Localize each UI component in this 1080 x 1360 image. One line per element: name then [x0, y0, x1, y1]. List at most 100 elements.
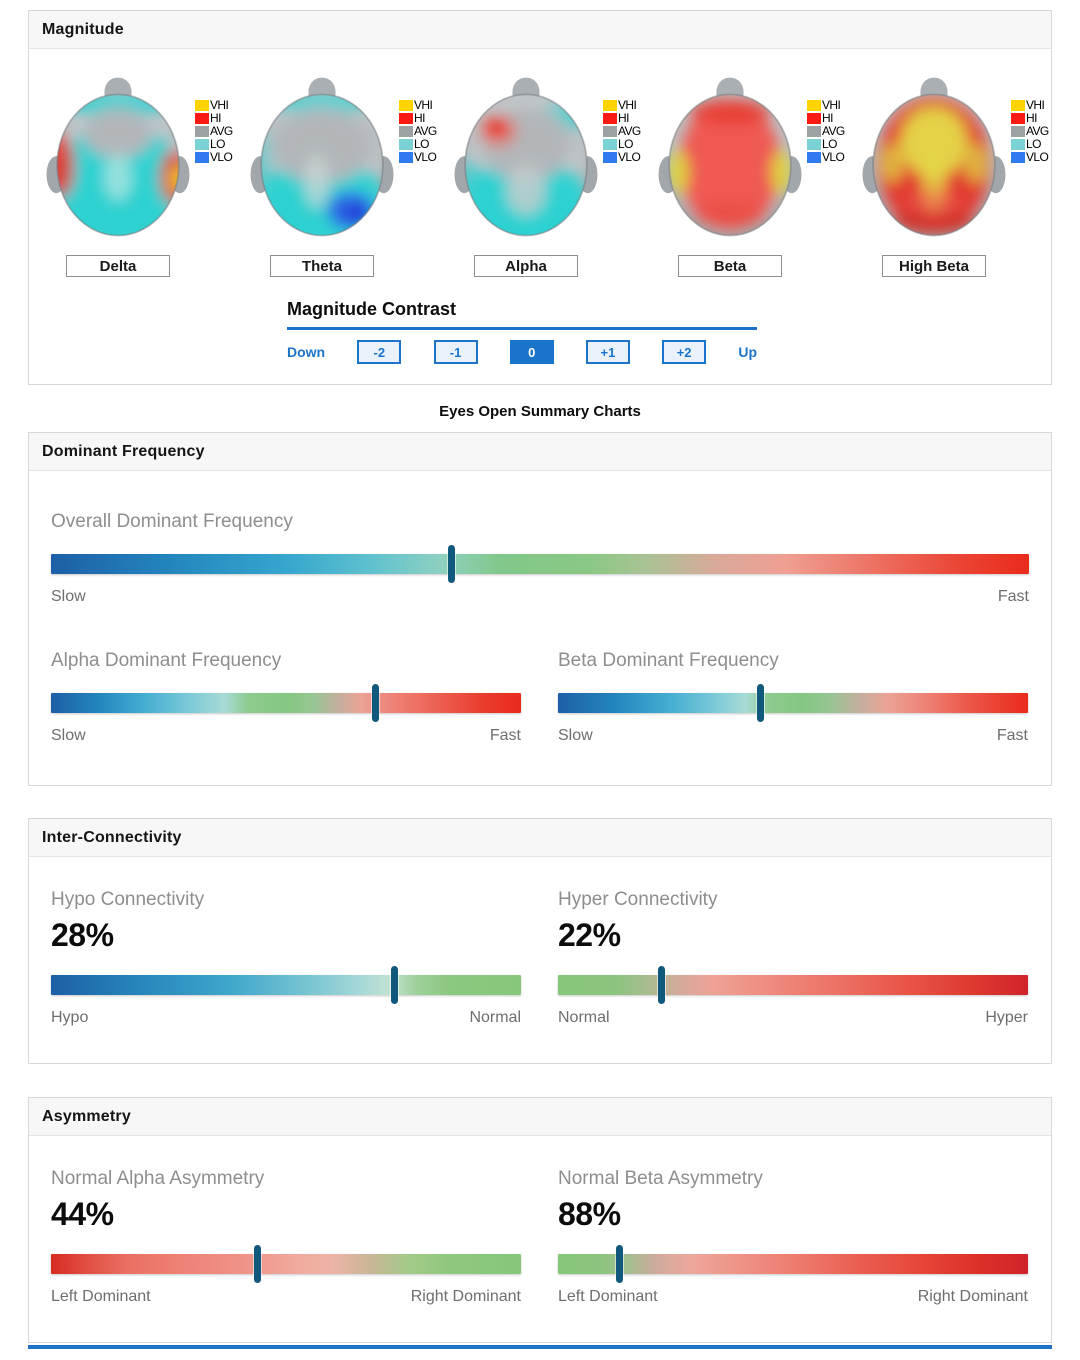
legend-label: AVG	[210, 124, 233, 138]
legend-label: VHI	[1026, 98, 1045, 112]
inter-connectivity-panel: Inter-Connectivity Hypo Connectivity 28%…	[28, 818, 1052, 1064]
legend-swatch	[603, 126, 617, 137]
magnitude-contrast-buttons: Down -2 -1 0 +1 +2 Up	[287, 340, 757, 364]
legend-swatch	[1011, 100, 1025, 111]
brain-map-column-beta: Beta VHI HI AVG LO VLO	[655, 73, 859, 277]
gauge-left-label: Left Dominant	[51, 1288, 151, 1305]
contrast-minus2-button[interactable]: -2	[357, 340, 402, 364]
gauge-bar	[558, 693, 1028, 713]
legend-swatch	[195, 152, 209, 163]
legend-label: VHI	[210, 98, 229, 112]
legend-swatch	[807, 126, 821, 137]
gauge-bar	[558, 1254, 1028, 1274]
gauge-bar	[558, 975, 1028, 995]
legend-label: AVG	[822, 124, 845, 138]
contrast-zero-button[interactable]: 0	[509, 340, 554, 364]
asymmetry-body: Normal Alpha Asymmetry 44% Left Dominant…	[29, 1136, 1051, 1342]
gauge-label: Alpha Dominant Frequency	[51, 650, 282, 671]
legend-label: LO	[1026, 137, 1041, 151]
legend-swatch	[603, 100, 617, 111]
brain-map-column-high-beta: High Beta VHI HI AVG LO VLO	[859, 73, 1063, 277]
magnitude-contrast-rule	[287, 327, 757, 330]
legend-label: VLO	[822, 150, 845, 164]
legend-swatch	[195, 100, 209, 111]
band-label-beta: Beta	[678, 255, 782, 277]
gauge-marker	[390, 966, 398, 1004]
magnitude-panel-title: Magnitude	[42, 20, 124, 38]
legend-label: VLO	[414, 150, 437, 164]
band-label-delta: Delta	[66, 255, 170, 277]
brain-map-column-theta: Theta VHI HI AVG LO VLO	[247, 73, 451, 277]
gauge-overall-dominant-frequency: Overall Dominant Frequency Slow Fast	[51, 511, 1029, 606]
legend-swatch	[1011, 152, 1025, 163]
gauge-left-label: Slow	[51, 727, 86, 744]
legend-label: HI	[210, 111, 221, 125]
legend-swatch	[807, 113, 821, 124]
legend-swatch	[399, 152, 413, 163]
legend-label: HI	[822, 111, 833, 125]
legend-swatch	[603, 139, 617, 150]
asymmetry-header: Asymmetry	[29, 1098, 1051, 1136]
legend-label: VHI	[414, 98, 433, 112]
contrast-up-button[interactable]: Up	[738, 344, 757, 360]
legend-label: LO	[210, 137, 225, 151]
magnitude-legend: VHI HI AVG LO VLO	[1011, 99, 1063, 164]
gauge-label: Hypo Connectivity	[51, 889, 205, 910]
gauge-marker	[657, 966, 665, 1004]
gauge-right-label: Hyper	[985, 1009, 1028, 1026]
legend-label: VLO	[618, 150, 641, 164]
gauge-left-label: Left Dominant	[558, 1288, 658, 1305]
legend-swatch	[1011, 113, 1025, 124]
brain-map-alpha	[454, 77, 598, 237]
gauge-hypo-connectivity: Hypo Connectivity 28% Hypo Normal	[51, 889, 521, 1027]
gauge-alpha-dominant-frequency: Alpha Dominant Frequency Slow Fast	[51, 650, 521, 745]
gauge-left-label: Slow	[51, 588, 86, 605]
next-section-accent-bar	[28, 1345, 1052, 1349]
gauge-right-label: Right Dominant	[410, 1288, 521, 1305]
dominant-frequency-header: Dominant Frequency	[29, 433, 1051, 471]
gauge-left-label: Hypo	[51, 1009, 89, 1026]
brain-map-theta	[250, 77, 394, 237]
magnitude-legend: VHI HI AVG LO VLO	[603, 99, 655, 164]
inter-connectivity-header: Inter-Connectivity	[29, 819, 1051, 857]
legend-label: LO	[618, 137, 633, 151]
legend-label: AVG	[618, 124, 641, 138]
magnitude-panel-header: Magnitude	[29, 11, 1051, 49]
asymmetry-panel: Asymmetry Normal Alpha Asymmetry 44% Lef…	[28, 1097, 1052, 1343]
gauge-bar	[51, 1254, 521, 1274]
magnitude-legend: VHI HI AVG LO VLO	[399, 99, 451, 164]
gauge-label: Overall Dominant Frequency	[51, 511, 293, 532]
legend-label: LO	[414, 137, 429, 151]
magnitude-panel-body: Delta VHI HI AVG LO VLO	[29, 49, 1051, 384]
contrast-minus1-button[interactable]: -1	[433, 340, 478, 364]
brain-map-beta	[658, 77, 802, 237]
contrast-down-button[interactable]: Down	[287, 344, 326, 360]
legend-label: VLO	[210, 150, 233, 164]
magnitude-contrast: Magnitude Contrast Down -2 -1 0 +1 +2 Up	[287, 299, 757, 364]
inter-connectivity-title: Inter-Connectivity	[42, 828, 182, 846]
legend-label: HI	[414, 111, 425, 125]
gauge-marker	[254, 1245, 262, 1283]
legend-swatch	[399, 139, 413, 150]
gauge-right-label: Normal	[469, 1009, 521, 1026]
summary-charts-title: Eyes Open Summary Charts	[439, 403, 641, 420]
gauge-beta-dominant-frequency: Beta Dominant Frequency Slow Fast	[558, 650, 1028, 745]
legend-label: AVG	[1026, 124, 1049, 138]
brain-maps-row: Delta VHI HI AVG LO VLO	[43, 73, 1049, 277]
legend-label: VHI	[822, 98, 841, 112]
brain-map-column-delta: Delta VHI HI AVG LO VLO	[43, 73, 247, 277]
legend-label: VHI	[618, 98, 637, 112]
gauge-label: Beta Dominant Frequency	[558, 650, 779, 671]
contrast-plus2-button[interactable]: +2	[662, 340, 707, 364]
magnitude-panel: Magnitude	[28, 10, 1052, 385]
gauge-marker	[448, 545, 456, 583]
contrast-plus1-button[interactable]: +1	[585, 340, 630, 364]
dominant-frequency-title: Dominant Frequency	[42, 442, 205, 460]
gauge-left-label: Slow	[558, 727, 593, 744]
gauge-value: 44%	[51, 1196, 114, 1232]
gauge-right-label: Fast	[489, 727, 521, 744]
asymmetry-title: Asymmetry	[42, 1107, 131, 1125]
gauge-label: Normal Beta Asymmetry	[558, 1168, 763, 1189]
brain-map-column-alpha: Alpha VHI HI AVG LO VLO	[451, 73, 655, 277]
legend-swatch	[603, 152, 617, 163]
